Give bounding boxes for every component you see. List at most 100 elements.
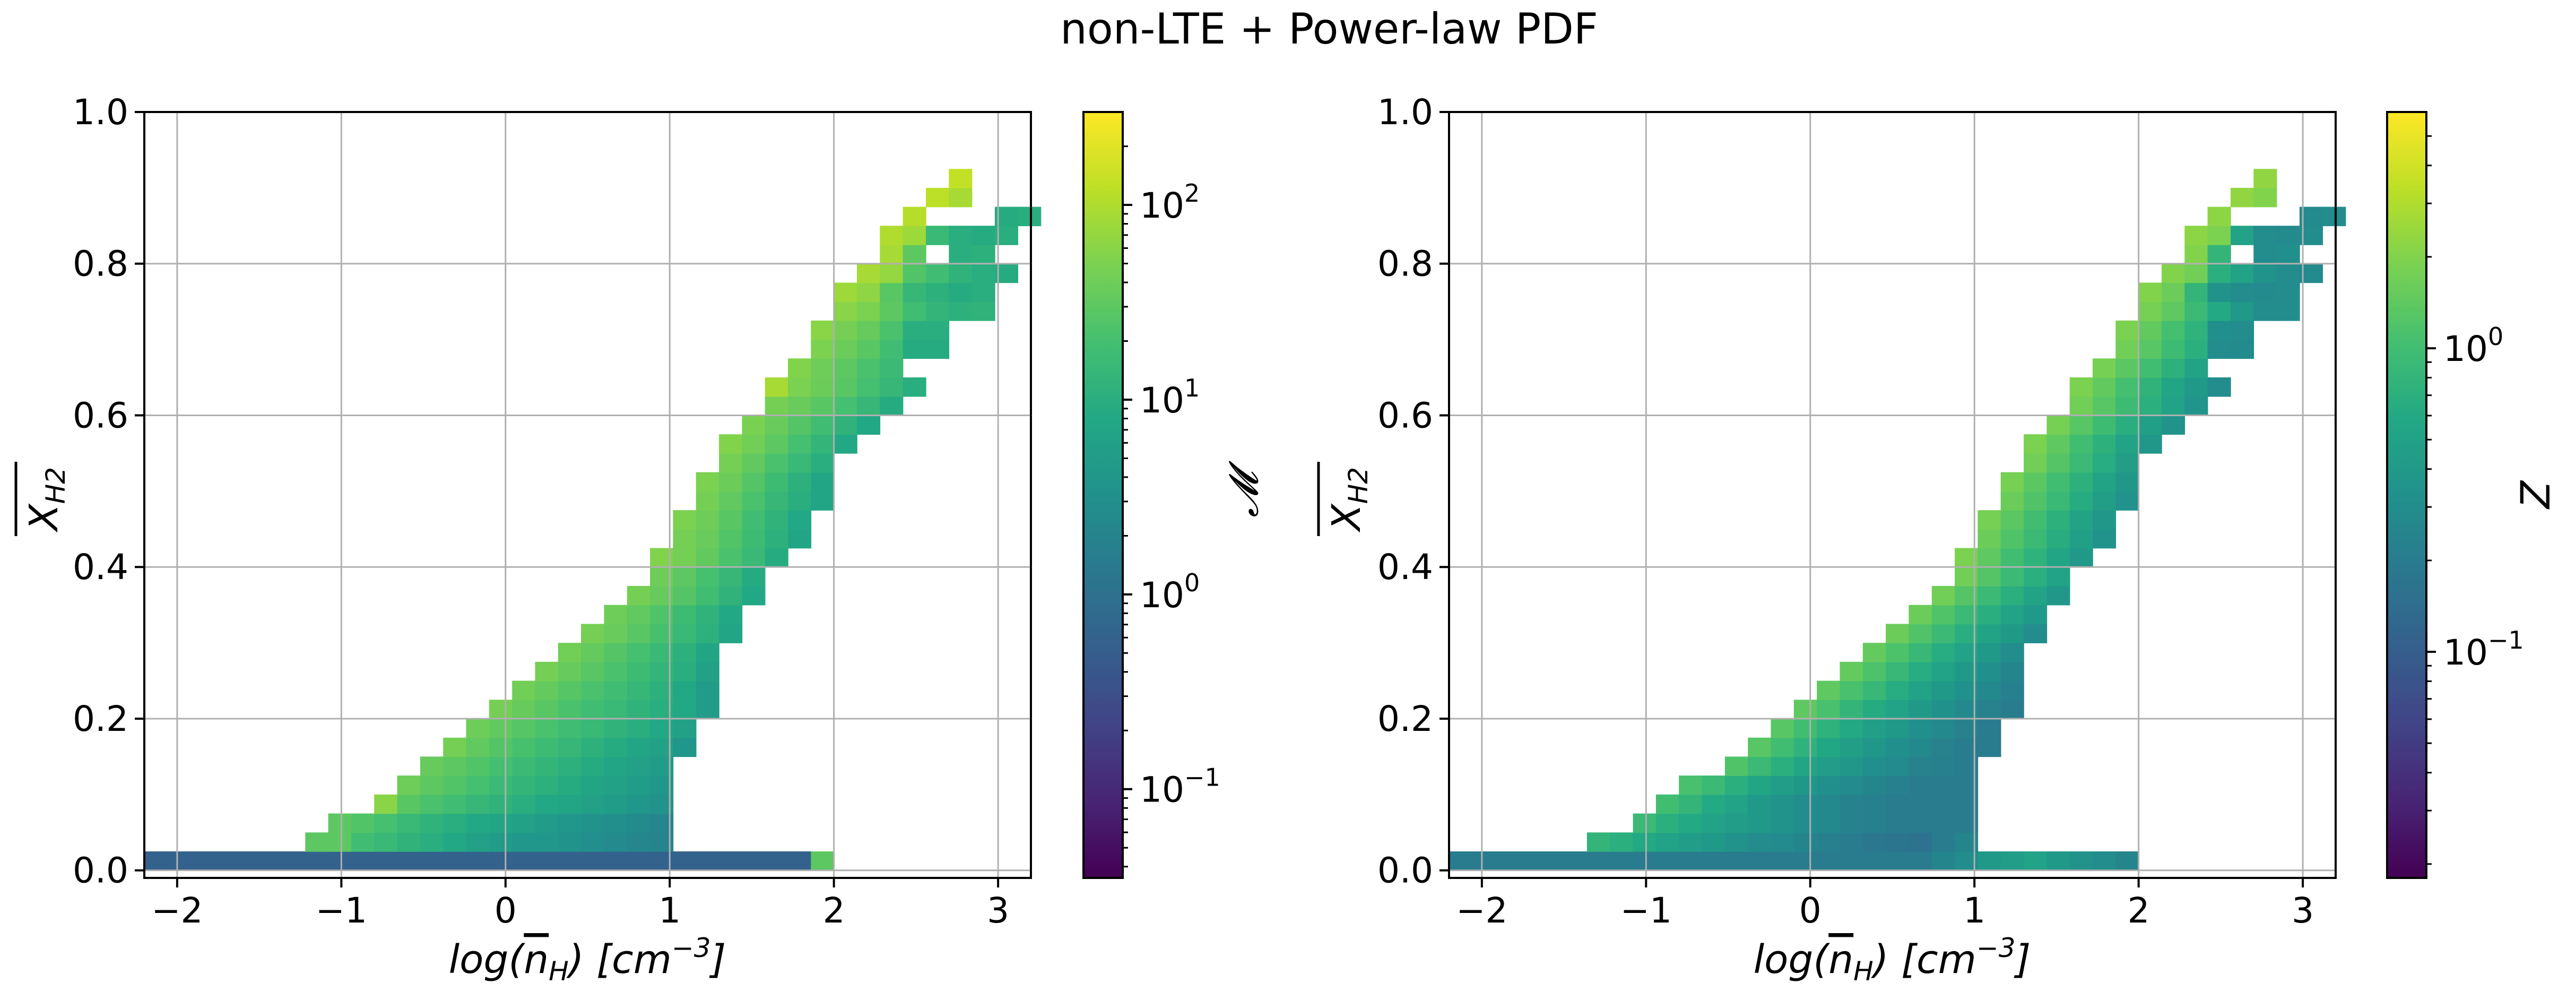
left-y-ticks: 0.0 0.2 0.4 0.6 0.8 1.0: [73, 92, 144, 891]
right-heatmap-cell: [1817, 737, 1841, 757]
right-heatmap-cell: [1931, 851, 1955, 871]
right-heatmap-cell: [2276, 226, 2300, 245]
left-heatmap-cell: [282, 851, 306, 871]
left-heatmap-cell: [857, 301, 881, 321]
left-heatmap-cell: [581, 813, 605, 833]
right-heatmap-cell: [2207, 320, 2231, 340]
right-y-tick-label: 0.6: [1377, 395, 1433, 436]
right-heatmap-cell: [2093, 529, 2117, 549]
right-heatmap-cell: [1817, 680, 1841, 700]
right-heatmap-cell: [1931, 605, 1955, 625]
left-heatmap-cell: [742, 585, 766, 606]
right-heatmap-cell: [2138, 320, 2162, 340]
left-heatmap-cell: [673, 624, 697, 643]
right-heatmap-cell: [1909, 624, 1932, 643]
right-heatmap-cell: [2231, 263, 2254, 283]
right-heatmap-cell: [1840, 700, 1863, 719]
left-heatmap-cell: [880, 320, 904, 340]
right-heatmap-cell: [1724, 756, 1748, 776]
right-heatmap-cell: [2046, 491, 2070, 511]
left-heatmap-cell: [144, 851, 168, 871]
left-heatmap-cell: [558, 737, 582, 757]
right-y-axis-label: XH2: [1324, 467, 1374, 533]
left-heatmap-cell: [834, 282, 857, 302]
right-heatmap-cell: [1886, 794, 1910, 814]
right-heatmap-cell: [1840, 775, 1863, 795]
left-heatmap-cell: [765, 377, 788, 397]
right-heatmap-cell: [1909, 756, 1932, 776]
left-y-tick-label: 1.0: [73, 92, 128, 133]
left-heatmap-cell: [558, 661, 582, 682]
right-heatmap-cell: [2138, 377, 2162, 397]
left-heatmap-cell: [581, 832, 605, 852]
right-heatmap-cell: [2184, 320, 2208, 340]
right-heatmap-cell: [1886, 756, 1910, 776]
right-heatmap-cell: [1793, 794, 1817, 814]
right-heatmap-cell: [1771, 775, 1794, 795]
right-heatmap-cell: [2024, 491, 2048, 511]
right-heatmap-cell: [2069, 453, 2093, 473]
left-heatmap-cell: [972, 245, 995, 264]
right-heatmap-cell: [1793, 737, 1817, 757]
left-y-tick-label: 0.0: [73, 850, 128, 891]
left-heatmap-cell: [880, 377, 904, 397]
left-xlabel-var: n: [524, 937, 549, 982]
left-heatmap-cell: [466, 756, 490, 776]
right-heatmap-cell: [1748, 813, 1772, 833]
right-heatmap-cell: [2000, 624, 2024, 643]
left-heatmap-cell: [512, 832, 536, 852]
left-xlabel-pre: log(: [449, 937, 526, 982]
right-heatmap-cell: [1862, 851, 1886, 871]
right-heatmap-cell: [2069, 434, 2093, 454]
left-heatmap-cell: [765, 491, 788, 511]
right-heatmap-cell: [2184, 339, 2208, 359]
left-heatmap-cell: [696, 680, 719, 700]
left-heatmap-cell: [581, 680, 605, 700]
right-x-tick-label: 1: [1963, 890, 1985, 931]
right-heatmap-cell: [1655, 794, 1679, 814]
right-heatmap-cell: [1977, 719, 2001, 738]
right-heatmap-cell: [1977, 643, 2001, 662]
left-heatmap-cell: [604, 813, 628, 833]
left-heatmap-cell: [604, 643, 628, 662]
right-heatmap-cell: [1862, 775, 1886, 795]
right-ylabel-var: X: [1324, 503, 1369, 533]
right-heatmap-cell: [1909, 813, 1932, 833]
left-x-ticks: −2 −1 0 1 2 3: [151, 878, 1009, 931]
left-colorbar-tick-label: 101: [1140, 374, 1200, 421]
right-heatmap-cell: [1449, 851, 1473, 871]
left-heatmap-cell: [949, 187, 973, 208]
left-ylabel-var: X: [21, 503, 67, 533]
right-heatmap-cell: [2115, 434, 2139, 454]
left-heatmap-cell: [673, 529, 697, 549]
left-heatmap-cell: [420, 794, 444, 814]
right-heatmap-cell: [1840, 832, 1863, 852]
right-heatmap-cell: [2253, 245, 2277, 264]
right-heatmap-cell: [1931, 719, 1955, 738]
right-heatmap-cell: [2276, 263, 2300, 283]
left-heatmap-cell: [696, 661, 719, 682]
right-heatmap-cell: [2115, 396, 2139, 416]
left-xlabel-sub: H: [549, 956, 569, 987]
left-heatmap-cell: [949, 282, 973, 302]
left-heatmap-cell: [604, 775, 628, 795]
right-heatmap-cell: [1840, 719, 1863, 738]
right-heatmap-cell: [2231, 226, 2254, 245]
right-heatmap-cell: [1909, 737, 1932, 757]
left-heatmap-cell: [535, 794, 559, 814]
right-heatmap-cell: [2046, 453, 2070, 473]
right-heatmap-cell: [1886, 680, 1910, 700]
left-heatmap-cell: [719, 453, 743, 473]
right-heatmap-cell: [2093, 434, 2117, 454]
right-heatmap-cell: [1862, 737, 1886, 757]
right-heatmap-cell: [1702, 794, 1725, 814]
left-heatmap-cell: [673, 643, 697, 662]
left-heatmap-cell: [972, 263, 995, 283]
right-x-tick-label: −1: [1620, 890, 1672, 931]
left-heatmap-cell: [466, 794, 490, 814]
left-heatmap-cell: [880, 263, 904, 283]
left-heatmap-cell: [328, 851, 352, 871]
right-heatmap-cell: [2024, 510, 2048, 530]
right-heatmap-cell: [2024, 605, 2048, 625]
